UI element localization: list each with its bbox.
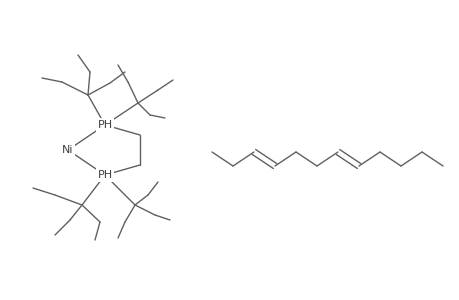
Text: PH: PH	[97, 120, 112, 130]
Text: PH: PH	[97, 170, 112, 180]
Text: Ni: Ni	[62, 145, 73, 155]
